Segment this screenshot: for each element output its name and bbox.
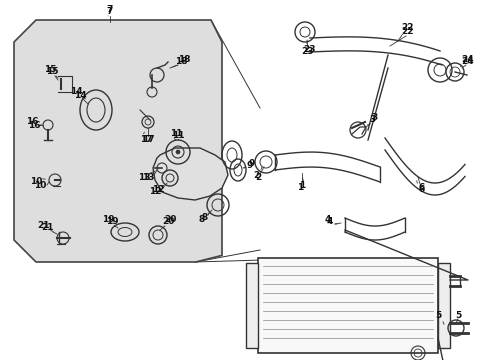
Text: 21: 21 [41, 224, 54, 233]
Text: 12: 12 [148, 188, 161, 197]
Bar [437, 263, 449, 348]
Circle shape [176, 150, 180, 154]
Text: 11: 11 [171, 130, 184, 139]
Text: 14: 14 [74, 90, 86, 99]
Text: 9: 9 [248, 158, 255, 167]
Text: 14: 14 [70, 87, 82, 96]
Text: 11: 11 [169, 129, 182, 138]
Text: 4: 4 [326, 217, 332, 226]
Text: 2: 2 [254, 174, 261, 183]
Text: 13: 13 [142, 172, 154, 181]
Text: 2: 2 [252, 171, 259, 180]
Text: 5: 5 [454, 310, 460, 320]
Polygon shape [153, 148, 227, 200]
Text: 18: 18 [174, 58, 187, 67]
Text: 8: 8 [202, 213, 208, 222]
Text: 17: 17 [140, 135, 152, 144]
Text: 3: 3 [370, 113, 376, 122]
Text: 15: 15 [43, 66, 56, 75]
Bar [258, 258, 437, 353]
Text: 3: 3 [368, 116, 374, 125]
Text: 10: 10 [34, 180, 46, 189]
Text: 16: 16 [28, 121, 40, 130]
Text: 5: 5 [434, 310, 440, 320]
Text: 20: 20 [163, 216, 176, 225]
Text: 18: 18 [177, 55, 190, 64]
Text: 24: 24 [461, 55, 473, 64]
Text: 7: 7 [106, 8, 113, 17]
Polygon shape [14, 20, 222, 262]
Text: 4: 4 [324, 216, 330, 225]
Text: 22: 22 [401, 23, 413, 32]
Text: 10: 10 [30, 177, 42, 186]
Text: 8: 8 [199, 216, 204, 225]
Text: 1: 1 [298, 181, 305, 190]
Text: 1: 1 [296, 184, 303, 193]
Text: 7: 7 [106, 5, 113, 14]
Text: 21: 21 [38, 221, 50, 230]
Text: 22: 22 [401, 27, 413, 36]
Text: 20: 20 [162, 217, 174, 226]
Text: 6: 6 [418, 184, 424, 193]
Text: 15: 15 [46, 68, 58, 77]
Text: 6: 6 [418, 185, 424, 194]
Text: 9: 9 [246, 161, 253, 170]
Text: 16: 16 [26, 117, 38, 126]
Text: 13: 13 [138, 174, 150, 183]
Text: 19: 19 [105, 217, 118, 226]
Text: 23: 23 [301, 48, 314, 57]
Text: 23: 23 [303, 45, 316, 54]
Text: 17: 17 [142, 135, 154, 144]
Text: 12: 12 [151, 185, 164, 194]
Text: 19: 19 [102, 216, 114, 225]
Bar [245, 263, 258, 348]
Text: 24: 24 [461, 58, 473, 67]
